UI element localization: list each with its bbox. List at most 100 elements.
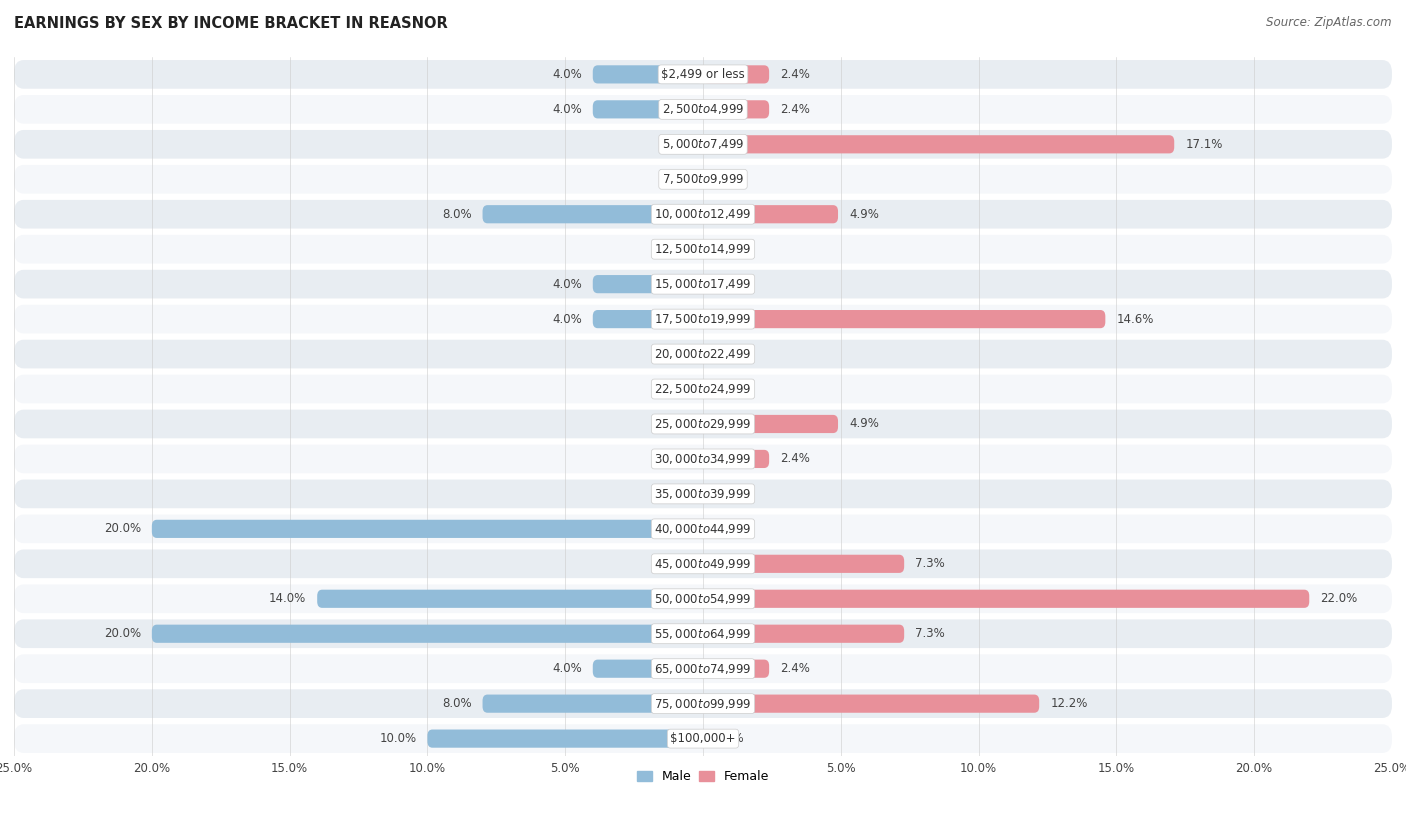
Text: $10,000 to $12,499: $10,000 to $12,499 xyxy=(654,207,752,221)
Text: $75,000 to $99,999: $75,000 to $99,999 xyxy=(654,697,752,711)
Text: 0.0%: 0.0% xyxy=(714,488,744,500)
Text: $15,000 to $17,499: $15,000 to $17,499 xyxy=(654,277,752,291)
Text: 8.0%: 8.0% xyxy=(441,208,471,220)
FancyBboxPatch shape xyxy=(703,624,904,643)
Text: $55,000 to $64,999: $55,000 to $64,999 xyxy=(654,627,752,641)
Text: 7.3%: 7.3% xyxy=(915,628,945,640)
Text: $7,500 to $9,999: $7,500 to $9,999 xyxy=(662,172,744,186)
Text: 4.0%: 4.0% xyxy=(553,663,582,675)
FancyBboxPatch shape xyxy=(482,694,703,713)
FancyBboxPatch shape xyxy=(14,550,1392,578)
FancyBboxPatch shape xyxy=(703,659,769,678)
Text: $40,000 to $44,999: $40,000 to $44,999 xyxy=(654,522,752,536)
Text: 0.0%: 0.0% xyxy=(714,383,744,395)
Text: 0.0%: 0.0% xyxy=(714,173,744,185)
Text: $35,000 to $39,999: $35,000 to $39,999 xyxy=(654,487,752,501)
Text: 4.9%: 4.9% xyxy=(849,418,879,430)
FancyBboxPatch shape xyxy=(14,165,1392,193)
FancyBboxPatch shape xyxy=(14,375,1392,403)
FancyBboxPatch shape xyxy=(703,65,769,84)
FancyBboxPatch shape xyxy=(703,205,838,224)
Text: $17,500 to $19,999: $17,500 to $19,999 xyxy=(654,312,752,326)
Text: 2.4%: 2.4% xyxy=(780,453,810,465)
FancyBboxPatch shape xyxy=(703,310,1105,328)
Text: 0.0%: 0.0% xyxy=(662,418,692,430)
FancyBboxPatch shape xyxy=(427,729,703,748)
FancyBboxPatch shape xyxy=(703,450,769,468)
Text: 0.0%: 0.0% xyxy=(662,348,692,360)
Text: 14.6%: 14.6% xyxy=(1116,313,1154,325)
FancyBboxPatch shape xyxy=(593,659,703,678)
FancyBboxPatch shape xyxy=(14,620,1392,648)
FancyBboxPatch shape xyxy=(593,310,703,328)
FancyBboxPatch shape xyxy=(703,589,1309,608)
Text: $22,500 to $24,999: $22,500 to $24,999 xyxy=(654,382,752,396)
Text: 20.0%: 20.0% xyxy=(104,523,141,535)
Text: 0.0%: 0.0% xyxy=(714,278,744,290)
Text: EARNINGS BY SEX BY INCOME BRACKET IN REASNOR: EARNINGS BY SEX BY INCOME BRACKET IN REA… xyxy=(14,16,447,31)
Text: 10.0%: 10.0% xyxy=(380,733,416,745)
Text: $2,499 or less: $2,499 or less xyxy=(661,68,745,80)
Text: $25,000 to $29,999: $25,000 to $29,999 xyxy=(654,417,752,431)
Text: $2,500 to $4,999: $2,500 to $4,999 xyxy=(662,102,744,116)
Text: 20.0%: 20.0% xyxy=(104,628,141,640)
FancyBboxPatch shape xyxy=(318,589,703,608)
Text: 0.0%: 0.0% xyxy=(662,243,692,255)
Text: 0.0%: 0.0% xyxy=(662,173,692,185)
FancyBboxPatch shape xyxy=(593,100,703,119)
FancyBboxPatch shape xyxy=(14,95,1392,124)
Text: 7.3%: 7.3% xyxy=(915,558,945,570)
Text: 4.0%: 4.0% xyxy=(553,68,582,80)
FancyBboxPatch shape xyxy=(14,724,1392,753)
Text: 4.0%: 4.0% xyxy=(553,313,582,325)
FancyBboxPatch shape xyxy=(14,689,1392,718)
FancyBboxPatch shape xyxy=(14,445,1392,473)
Text: 8.0%: 8.0% xyxy=(441,698,471,710)
FancyBboxPatch shape xyxy=(703,135,1174,154)
FancyBboxPatch shape xyxy=(14,130,1392,159)
FancyBboxPatch shape xyxy=(14,410,1392,438)
Text: 12.2%: 12.2% xyxy=(1050,698,1088,710)
FancyBboxPatch shape xyxy=(14,654,1392,683)
Text: $65,000 to $74,999: $65,000 to $74,999 xyxy=(654,662,752,676)
FancyBboxPatch shape xyxy=(14,235,1392,263)
FancyBboxPatch shape xyxy=(152,624,703,643)
Text: 14.0%: 14.0% xyxy=(269,593,307,605)
Text: $12,500 to $14,999: $12,500 to $14,999 xyxy=(654,242,752,256)
Text: 4.0%: 4.0% xyxy=(553,103,582,115)
Text: 0.0%: 0.0% xyxy=(662,453,692,465)
FancyBboxPatch shape xyxy=(703,694,1039,713)
FancyBboxPatch shape xyxy=(14,480,1392,508)
Text: 2.4%: 2.4% xyxy=(780,663,810,675)
FancyBboxPatch shape xyxy=(14,60,1392,89)
Text: Source: ZipAtlas.com: Source: ZipAtlas.com xyxy=(1267,16,1392,29)
Text: 0.0%: 0.0% xyxy=(714,733,744,745)
Text: $20,000 to $22,499: $20,000 to $22,499 xyxy=(654,347,752,361)
Text: 0.0%: 0.0% xyxy=(662,488,692,500)
Text: 4.9%: 4.9% xyxy=(849,208,879,220)
Text: 2.4%: 2.4% xyxy=(780,103,810,115)
Text: $100,000+: $100,000+ xyxy=(671,733,735,745)
Text: $45,000 to $49,999: $45,000 to $49,999 xyxy=(654,557,752,571)
Text: 2.4%: 2.4% xyxy=(780,68,810,80)
Text: 22.0%: 22.0% xyxy=(1320,593,1358,605)
Text: 0.0%: 0.0% xyxy=(714,348,744,360)
FancyBboxPatch shape xyxy=(14,200,1392,228)
FancyBboxPatch shape xyxy=(703,554,904,573)
FancyBboxPatch shape xyxy=(14,585,1392,613)
Text: 0.0%: 0.0% xyxy=(714,523,744,535)
FancyBboxPatch shape xyxy=(593,275,703,293)
FancyBboxPatch shape xyxy=(703,100,769,119)
FancyBboxPatch shape xyxy=(14,305,1392,333)
FancyBboxPatch shape xyxy=(703,415,838,433)
FancyBboxPatch shape xyxy=(482,205,703,224)
Text: 0.0%: 0.0% xyxy=(714,243,744,255)
FancyBboxPatch shape xyxy=(152,520,703,538)
Legend: Male, Female: Male, Female xyxy=(631,765,775,789)
Text: 0.0%: 0.0% xyxy=(662,138,692,150)
Text: $30,000 to $34,999: $30,000 to $34,999 xyxy=(654,452,752,466)
Text: $5,000 to $7,499: $5,000 to $7,499 xyxy=(662,137,744,151)
Text: 0.0%: 0.0% xyxy=(662,383,692,395)
Text: $50,000 to $54,999: $50,000 to $54,999 xyxy=(654,592,752,606)
FancyBboxPatch shape xyxy=(14,340,1392,368)
